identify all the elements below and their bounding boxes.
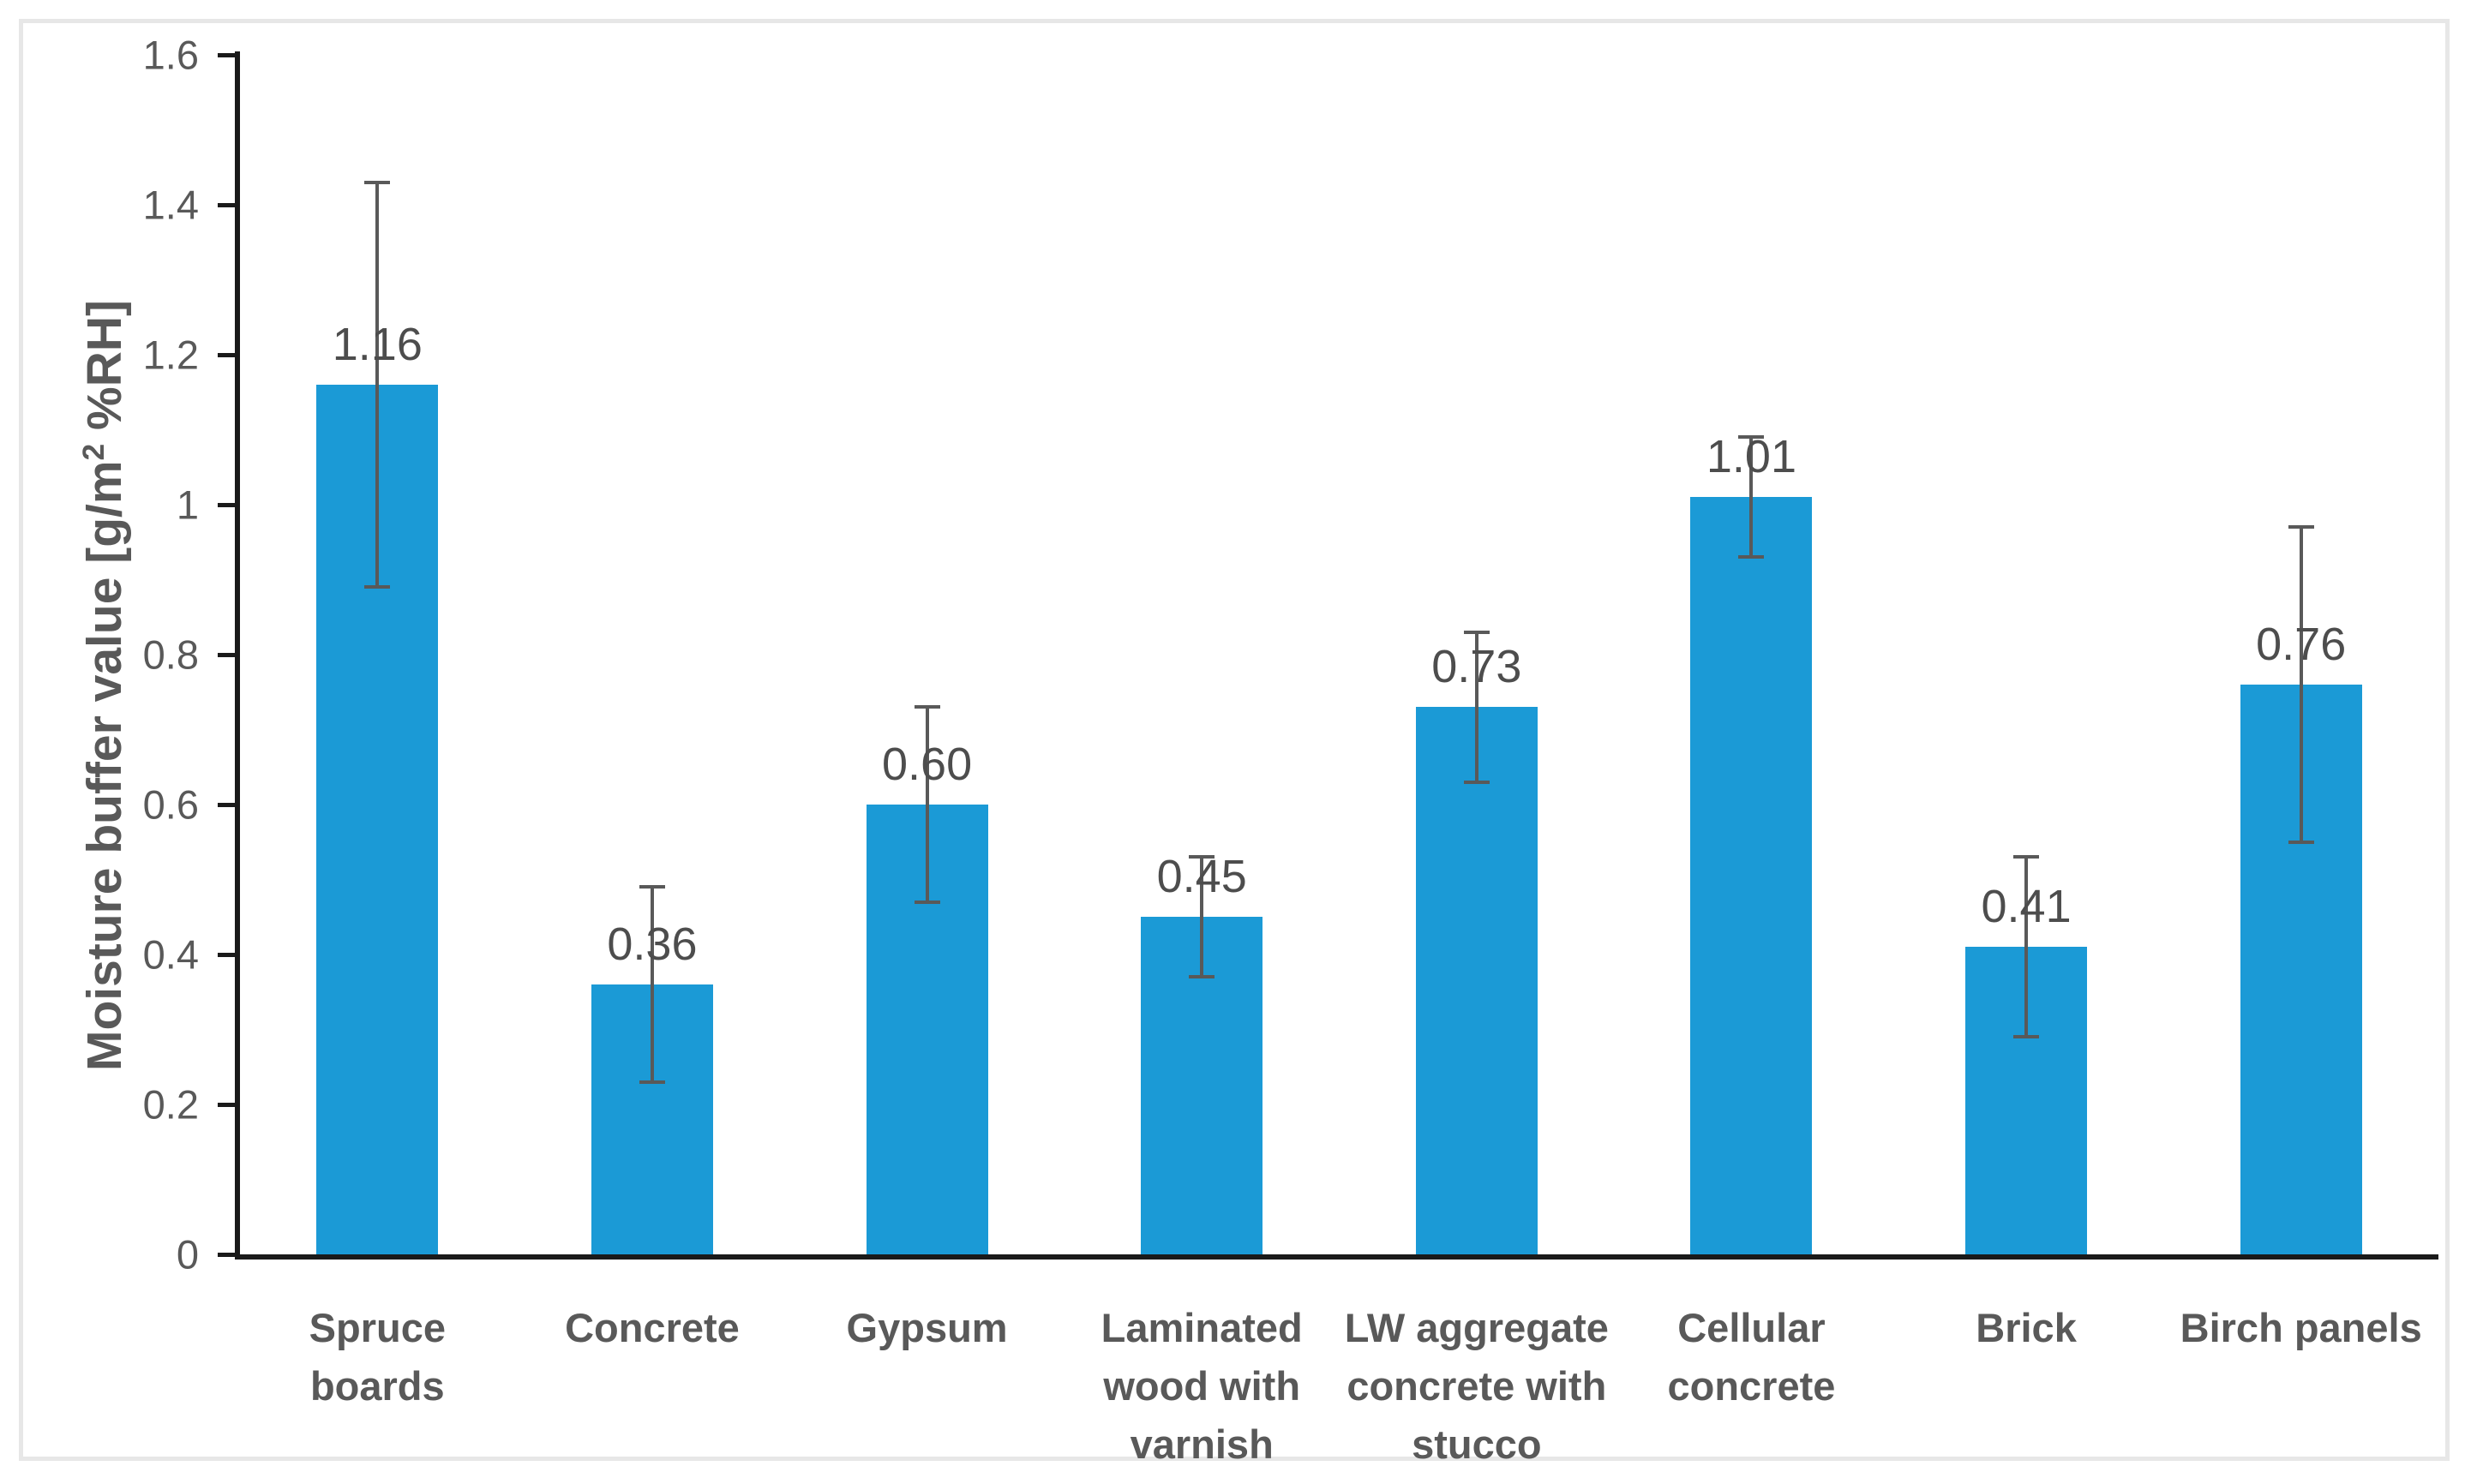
error-bar-top-cap [2288,525,2314,530]
error-bar [650,887,654,1082]
category-label-line: Cellular [1677,1305,1826,1350]
category-label: Brick [1889,1299,2164,1357]
error-bar-top-cap [364,180,391,184]
category-label-line: varnish [1130,1421,1274,1468]
category-label-line: stucco [1412,1421,1542,1468]
category-label-line: wood with [1103,1363,1301,1409]
category-label: Gypsum [789,1299,1065,1357]
y-axis-tick [218,502,236,507]
y-axis-title-units: %RH] [77,299,132,444]
category-label: Spruce boards [240,1299,515,1415]
value-label: 0.41 [1981,881,2072,933]
error-bar [1749,437,1754,558]
error-bar [375,182,380,588]
value-label: 0.45 [1156,851,1247,903]
y-axis-title-text: Moisture buffer value [g/m [77,460,132,1072]
category-label-line: Gypsum [846,1305,1008,1350]
category-label: Birch panels [2163,1299,2438,1357]
bar [1415,707,1538,1254]
y-axis-tick [218,952,236,957]
value-label: 1.16 [332,319,423,370]
error-bar-top-cap [639,885,665,889]
category-label-line: Laminated [1101,1305,1303,1350]
category-label: Cellular concrete [1614,1299,1889,1415]
error-bar-bottom-cap [914,900,940,904]
error-bar [1200,857,1204,978]
y-axis-tick-label: 0.8 [142,631,199,678]
y-axis-title-superscript: 2 [77,443,111,461]
y-axis-tick [218,1102,236,1107]
error-bar-top-cap [1189,855,1215,859]
y-axis-tick-label: 1.6 [142,32,199,78]
error-bar-bottom-cap [364,585,391,589]
value-label: 0.36 [607,919,698,970]
y-axis-tick-label: 1 [176,482,199,528]
figure-border [19,19,2450,1461]
category-label: LW aggregate concrete with stucco [1340,1299,1615,1474]
category-label-line: Brick [1976,1305,2077,1350]
error-bar-top-cap [914,705,940,709]
value-label: 0.60 [882,739,973,790]
error-bar-bottom-cap [1189,975,1215,979]
y-axis-tick [218,352,236,357]
error-bar-bottom-cap [2013,1035,2040,1039]
error-bar [925,707,929,902]
error-bar [2299,527,2303,842]
error-bar-bottom-cap [2288,840,2314,844]
y-axis-tick-label: 0.4 [142,931,199,978]
category-label-line: Spruce boards [309,1305,446,1409]
category-label-line: LW aggregate [1344,1305,1609,1350]
value-label: 0.73 [1431,641,1522,693]
category-label-line: Birch panels [2180,1305,2422,1350]
error-bar-top-cap [1463,630,1490,634]
y-axis-tick [218,202,236,207]
y-axis-tick [218,652,236,657]
error-bar-bottom-cap [1463,780,1490,784]
y-axis-tick-label: 0.2 [142,1081,199,1128]
category-label: Laminated wood with varnish [1065,1299,1340,1474]
error-bar-bottom-cap [639,1080,665,1084]
error-bar-top-cap [2013,855,2040,859]
y-axis-tick [218,52,236,57]
y-axis-line [235,51,240,1260]
y-axis-tick-label: 0.6 [142,781,199,828]
category-label: Concrete [515,1299,790,1357]
error-bar-bottom-cap [1738,555,1765,559]
y-axis-tick-label: 0 [176,1231,199,1278]
y-axis-tick-label: 1.2 [142,332,199,378]
bar [1690,497,1813,1254]
value-label: 0.76 [2256,619,2347,670]
y-axis-tick-label: 1.4 [142,182,199,228]
y-axis-tick [218,1252,236,1257]
error-bar [2024,857,2029,1038]
y-axis-tick [218,802,236,807]
value-label: 1.01 [1706,431,1796,483]
category-label-line: concrete with [1346,1363,1607,1409]
category-label-line: concrete [1667,1363,1836,1409]
y-axis-title: Moisture buffer value [g/m2 %RH] [76,300,133,1071]
plot-area: 0 0.2 0.4 0.6 0.8 1 1.2 1.4 1.6 1.16 Spruce boards… [143,33,2438,1467]
error-bar-top-cap [1738,435,1765,440]
category-label-line: Concrete [565,1305,740,1350]
error-bar [1474,631,1478,782]
x-axis-line [235,1254,2438,1260]
